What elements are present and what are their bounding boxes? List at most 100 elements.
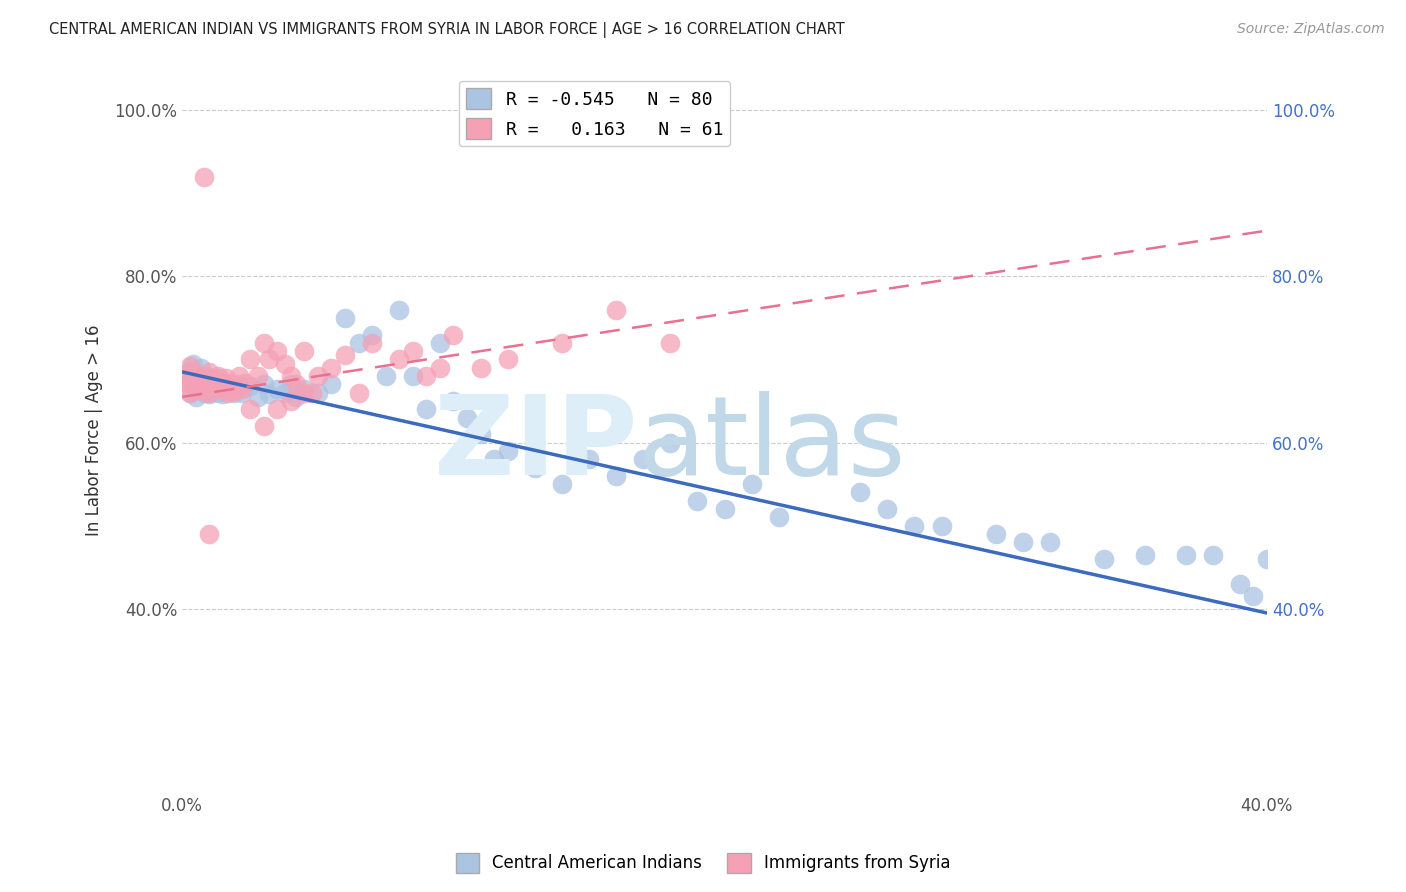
Point — [207, 369, 229, 384]
Point — [1241, 590, 1264, 604]
Point — [233, 376, 256, 390]
Point — [204, 379, 226, 393]
Point — [217, 385, 239, 400]
Point — [190, 373, 212, 387]
Text: CENTRAL AMERICAN INDIAN VS IMMIGRANTS FROM SYRIA IN LABOR FORCE | AGE > 16 CORRE: CENTRAL AMERICAN INDIAN VS IMMIGRANTS FR… — [49, 22, 845, 38]
Point — [198, 527, 221, 541]
Point — [429, 360, 451, 375]
Point — [212, 387, 235, 401]
Point — [301, 385, 323, 400]
Point — [176, 376, 198, 390]
Point — [201, 377, 224, 392]
Legend: Central American Indians, Immigrants from Syria: Central American Indians, Immigrants fro… — [449, 847, 957, 880]
Point — [285, 377, 308, 392]
Point — [195, 369, 218, 384]
Point — [307, 385, 329, 400]
Point — [201, 373, 224, 387]
Point — [201, 384, 224, 398]
Point — [741, 477, 763, 491]
Point — [415, 369, 437, 384]
Point — [482, 452, 505, 467]
Text: Source: ZipAtlas.com: Source: ZipAtlas.com — [1237, 22, 1385, 37]
Point — [274, 357, 297, 371]
Point — [266, 344, 288, 359]
Point — [228, 369, 250, 384]
Point — [984, 527, 1007, 541]
Point — [274, 385, 297, 400]
Point — [198, 387, 221, 401]
Point — [190, 360, 212, 375]
Point — [239, 402, 262, 417]
Point — [252, 335, 274, 350]
Point — [252, 377, 274, 392]
Point — [1201, 548, 1223, 562]
Point — [176, 365, 198, 379]
Point — [1229, 577, 1251, 591]
Point — [184, 382, 207, 396]
Legend: R = -0.545   N = 80, R =   0.163   N = 61: R = -0.545 N = 80, R = 0.163 N = 61 — [458, 81, 730, 146]
Point — [333, 310, 356, 325]
Point — [280, 369, 302, 384]
Point — [496, 443, 519, 458]
Point — [768, 510, 790, 524]
Point — [605, 302, 627, 317]
Point — [204, 376, 226, 390]
Point — [207, 385, 229, 400]
Point — [181, 365, 204, 379]
Point — [179, 385, 201, 400]
Point — [193, 385, 215, 400]
Point — [184, 390, 207, 404]
Point — [347, 335, 370, 350]
Point — [247, 390, 270, 404]
Point — [219, 377, 242, 392]
Point — [179, 376, 201, 390]
Point — [187, 369, 209, 384]
Point — [686, 493, 709, 508]
Point — [198, 377, 221, 392]
Point — [184, 377, 207, 392]
Point — [849, 485, 872, 500]
Text: ZIP: ZIP — [434, 391, 638, 498]
Point — [209, 382, 232, 396]
Point — [631, 452, 654, 467]
Point — [222, 384, 245, 398]
Point — [193, 169, 215, 184]
Point — [225, 379, 247, 393]
Point — [257, 387, 280, 401]
Point — [292, 382, 315, 396]
Y-axis label: In Labor Force | Age > 16: In Labor Force | Age > 16 — [86, 325, 103, 536]
Point — [388, 352, 411, 367]
Point — [307, 369, 329, 384]
Point — [388, 302, 411, 317]
Point — [441, 394, 464, 409]
Point — [222, 385, 245, 400]
Point — [402, 369, 425, 384]
Point — [187, 369, 209, 384]
Point — [214, 370, 236, 384]
Point — [239, 379, 262, 393]
Point — [292, 344, 315, 359]
Point — [280, 377, 302, 392]
Point — [195, 370, 218, 384]
Point — [225, 377, 247, 392]
Point — [280, 394, 302, 409]
Point — [204, 373, 226, 387]
Point — [470, 360, 492, 375]
Point — [713, 502, 735, 516]
Point — [523, 460, 546, 475]
Point — [1039, 535, 1062, 549]
Point — [578, 452, 600, 467]
Point — [903, 518, 925, 533]
Point — [266, 402, 288, 417]
Point — [252, 419, 274, 434]
Point — [198, 385, 221, 400]
Point — [209, 382, 232, 396]
Point — [239, 352, 262, 367]
Point — [1256, 552, 1278, 566]
Point — [1092, 552, 1115, 566]
Point — [361, 335, 384, 350]
Point — [1011, 535, 1033, 549]
Point — [285, 390, 308, 404]
Point — [931, 518, 953, 533]
Point — [321, 360, 343, 375]
